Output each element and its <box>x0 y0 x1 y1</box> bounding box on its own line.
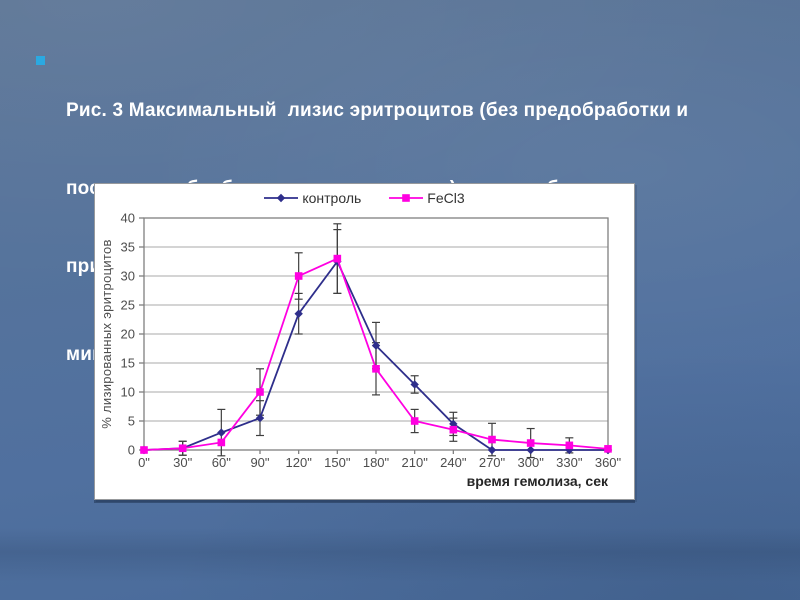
line-chart: 0 5 10 15 20 25 30 35 40 0" 30" 60" 90" 120" 150" 180" 2… <box>121 211 622 471</box>
svg-text:5: 5 <box>128 414 135 429</box>
legend-item-контроль: контроль <box>264 190 361 206</box>
svg-text:330": 330" <box>556 455 583 470</box>
bullet-square-icon <box>36 56 45 65</box>
svg-text:60": 60" <box>212 455 231 470</box>
svg-text:0: 0 <box>128 443 135 458</box>
legend-label: контроль <box>302 190 362 206</box>
y-axis-title: % лизированных эритроцитов <box>99 239 114 429</box>
svg-text:0": 0" <box>138 455 150 470</box>
svg-text:30: 30 <box>121 269 135 284</box>
svg-text:90": 90" <box>250 455 269 470</box>
svg-text:360": 360" <box>595 455 622 470</box>
caption-line: Рис. 3 Максимальный лизис эритроцитов (б… <box>66 100 689 121</box>
svg-text:30": 30" <box>173 455 192 470</box>
svg-text:120": 120" <box>286 455 313 470</box>
svg-text:20: 20 <box>121 327 135 342</box>
svg-text:35: 35 <box>121 240 135 255</box>
x-axis-title: время гемолиза, сек <box>466 473 608 489</box>
legend-item-FeCl3: FeCl3 <box>389 190 465 206</box>
svg-text:240": 240" <box>440 455 467 470</box>
legend-marker-square-icon <box>389 194 424 202</box>
legend-label: FeCl3 <box>427 190 465 206</box>
chart-legend: контроль FeCl3 <box>95 190 634 206</box>
svg-text:150": 150" <box>324 455 351 470</box>
chart-panel: контроль FeCl3 % лизированных эритроцитов… <box>94 183 635 500</box>
svg-text:40: 40 <box>121 211 135 226</box>
svg-text:25: 25 <box>121 298 135 313</box>
svg-text:180": 180" <box>363 455 390 470</box>
svg-text:270": 270" <box>479 455 506 470</box>
svg-text:210": 210" <box>402 455 429 470</box>
svg-text:300": 300" <box>518 455 545 470</box>
svg-text:10: 10 <box>121 385 135 400</box>
legend-marker-diamond-icon <box>264 193 299 203</box>
svg-text:15: 15 <box>121 356 135 371</box>
